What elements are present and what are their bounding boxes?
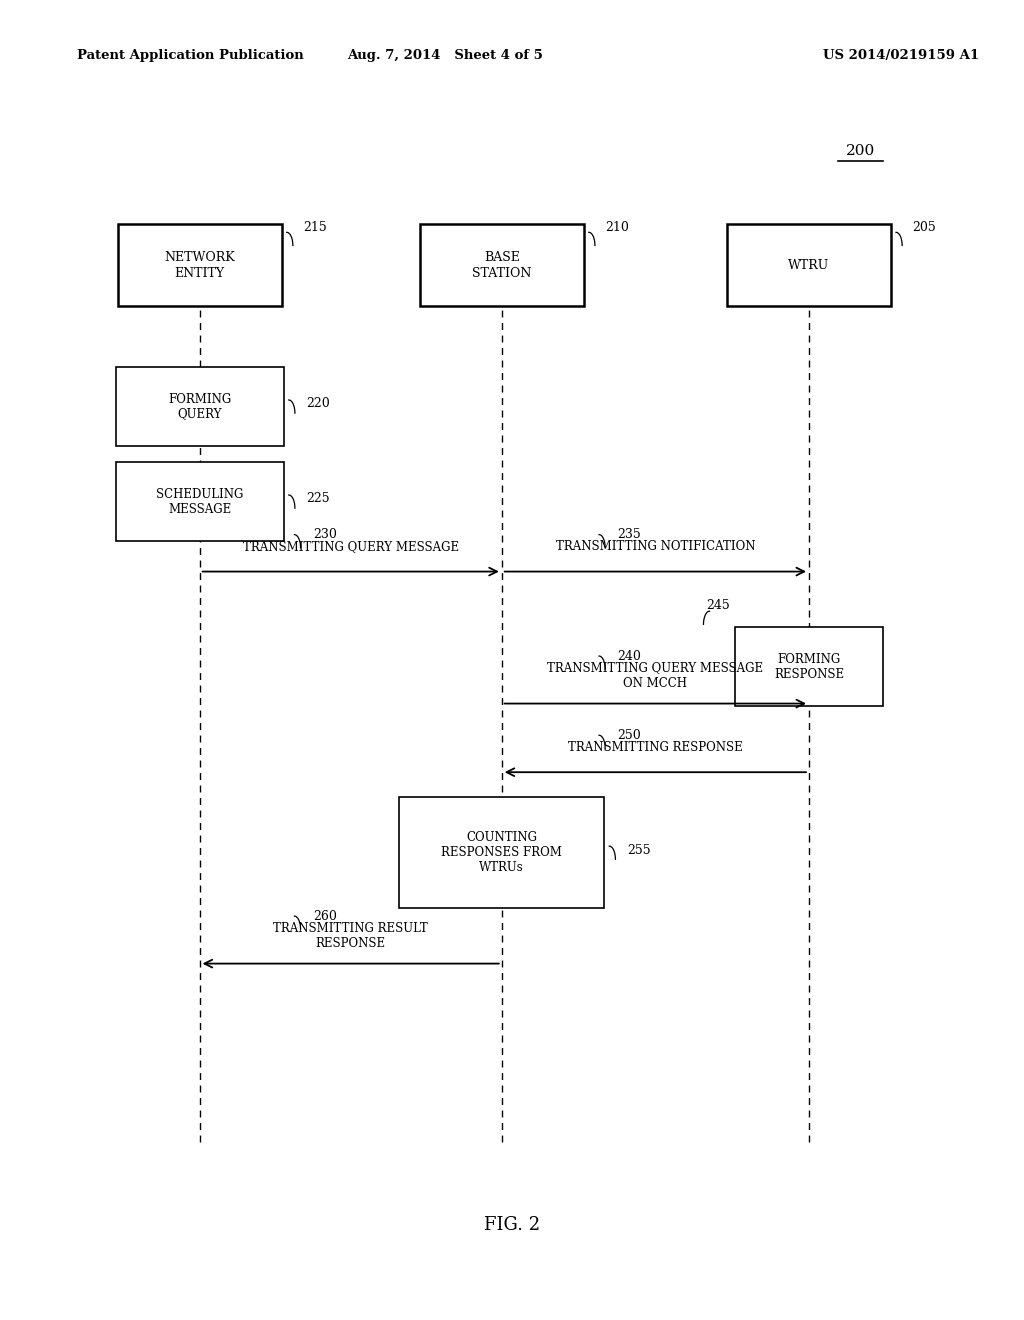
Text: TRANSMITTING RESPONSE: TRANSMITTING RESPONSE xyxy=(568,741,742,754)
Text: 255: 255 xyxy=(627,843,650,857)
Bar xyxy=(116,367,284,446)
Text: 230: 230 xyxy=(313,528,337,541)
Text: WTRU: WTRU xyxy=(788,259,829,272)
Text: 240: 240 xyxy=(617,649,641,663)
Text: US 2014/0219159 A1: US 2014/0219159 A1 xyxy=(823,49,979,62)
Text: TRANSMITTING NOTIFICATION: TRANSMITTING NOTIFICATION xyxy=(556,540,755,553)
Text: 235: 235 xyxy=(617,528,641,541)
Text: 200: 200 xyxy=(846,144,874,158)
Text: BASE
STATION: BASE STATION xyxy=(472,251,531,280)
Text: TRANSMITTING QUERY MESSAGE: TRANSMITTING QUERY MESSAGE xyxy=(547,661,764,675)
Text: 225: 225 xyxy=(306,492,330,506)
Text: FORMING
RESPONSE: FORMING RESPONSE xyxy=(774,652,844,681)
Text: 260: 260 xyxy=(313,909,337,923)
Text: Aug. 7, 2014   Sheet 4 of 5: Aug. 7, 2014 Sheet 4 of 5 xyxy=(347,49,544,62)
Text: 220: 220 xyxy=(306,397,330,411)
Bar xyxy=(399,797,604,908)
Text: 210: 210 xyxy=(605,220,629,234)
Bar xyxy=(116,462,284,541)
Text: TRANSMITTING RESULT: TRANSMITTING RESULT xyxy=(273,921,428,935)
Text: COUNTING
RESPONSES FROM
WTRUs: COUNTING RESPONSES FROM WTRUs xyxy=(441,832,562,874)
Text: NETWORK
ENTITY: NETWORK ENTITY xyxy=(164,251,236,280)
Text: TRANSMITTING QUERY MESSAGE: TRANSMITTING QUERY MESSAGE xyxy=(243,540,459,553)
Text: RESPONSE: RESPONSE xyxy=(315,937,386,950)
Bar xyxy=(118,224,282,306)
Text: 205: 205 xyxy=(912,220,936,234)
Text: ON MCCH: ON MCCH xyxy=(624,677,687,690)
Text: FORMING
QUERY: FORMING QUERY xyxy=(168,392,231,421)
Text: 245: 245 xyxy=(707,599,730,612)
Bar xyxy=(727,224,891,306)
Text: Patent Application Publication: Patent Application Publication xyxy=(77,49,303,62)
Text: 250: 250 xyxy=(617,729,641,742)
Text: FIG. 2: FIG. 2 xyxy=(484,1216,540,1234)
Bar xyxy=(420,224,584,306)
Bar xyxy=(735,627,883,706)
Text: 215: 215 xyxy=(303,220,327,234)
Text: SCHEDULING
MESSAGE: SCHEDULING MESSAGE xyxy=(156,487,244,516)
